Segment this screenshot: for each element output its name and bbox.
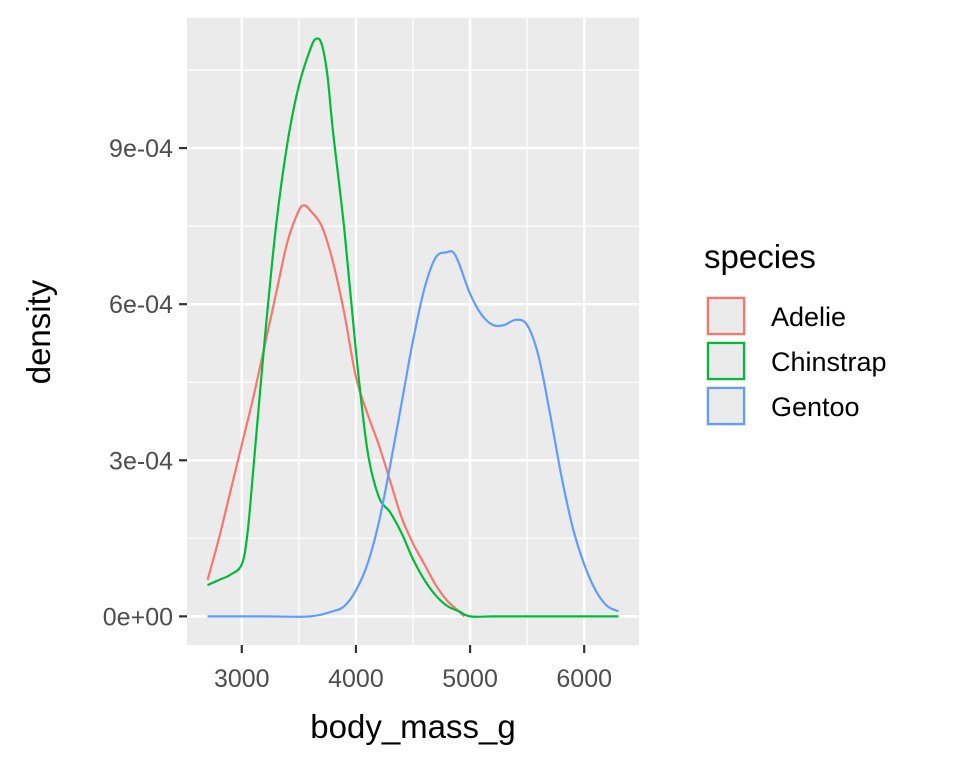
legend: species Adelie Chinstrap Gentoo bbox=[704, 238, 887, 426]
legend-label-gentoo: Gentoo bbox=[771, 392, 860, 422]
minor-gridlines bbox=[187, 18, 639, 645]
legend-key-background bbox=[706, 341, 746, 381]
y-tick-label: 3e-04 bbox=[109, 447, 173, 475]
legend-key-background bbox=[706, 386, 746, 426]
x-tick-label: 6000 bbox=[556, 665, 612, 693]
y-axis: 0e+00 3e-04 6e-04 9e-04 bbox=[103, 135, 187, 631]
legend-key-adelie bbox=[706, 296, 746, 336]
legend-key-chinstrap bbox=[706, 341, 746, 381]
y-tick-label: 9e-04 bbox=[109, 135, 173, 163]
major-gridlines bbox=[187, 18, 639, 645]
density-line-gentoo bbox=[207, 250, 619, 618]
legend-title: species bbox=[704, 238, 816, 275]
y-tick-label: 0e+00 bbox=[103, 603, 173, 631]
y-tick-label: 6e-04 bbox=[109, 291, 173, 319]
x-axis-title: body_mass_g bbox=[310, 708, 515, 745]
legend-key-gentoo bbox=[706, 386, 746, 426]
density-line-chinstrap bbox=[207, 37, 619, 618]
density-line-adelie bbox=[206, 204, 466, 618]
x-tick-label: 5000 bbox=[442, 665, 498, 693]
y-axis-title: density bbox=[20, 279, 57, 384]
x-tick-label: 4000 bbox=[328, 665, 384, 693]
legend-label-adelie: Adelie bbox=[771, 302, 846, 332]
legend-key-background bbox=[706, 296, 746, 336]
density-lines bbox=[206, 37, 619, 618]
x-axis: 3000 4000 5000 6000 bbox=[214, 645, 612, 693]
legend-label-chinstrap: Chinstrap bbox=[771, 347, 887, 377]
x-tick-label: 3000 bbox=[214, 665, 270, 693]
